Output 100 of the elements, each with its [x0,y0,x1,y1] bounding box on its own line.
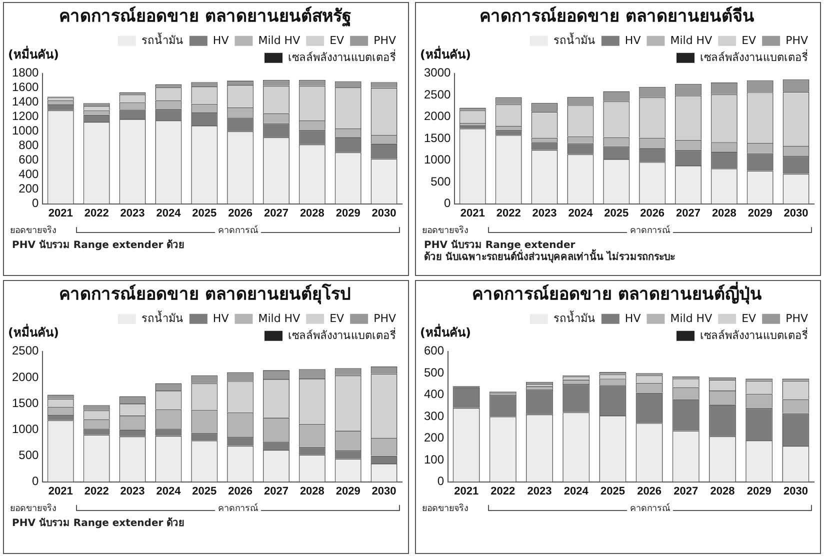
y-tick-label: 500 [430,174,452,188]
legend-label: เซลล์พลังงานแบตเตอรี่ [288,48,396,64]
y-tick-label: 0 [444,196,452,210]
x-tick-label: 2027 [264,207,288,220]
x-tick-label: 2023 [120,207,145,220]
x-tick-label: 2028 [710,485,735,498]
x-tick-label: 2027 [676,207,700,220]
x-tick-label: 2025 [600,485,625,498]
chart-title: คาดการณ์ยอดขาย ตลาดยานยนต์สหรัฐ [59,6,351,28]
x-tick-label: 2030 [372,485,396,498]
x-tick-label: 2023 [532,207,557,220]
x-tick-label: 2026 [637,485,662,498]
x-tick-label: 2021 [460,207,485,220]
legend-label: EV [330,312,345,325]
text: คาดการณ์ [627,504,673,514]
y-tick-label: 400 [424,387,444,402]
y-tick-label: 0 [437,474,444,488]
legend-label: เซลล์พลังงานแบตเตอรี่ [700,326,808,342]
x-tick-label: 2026 [640,207,665,220]
y-tick-label: 3000 [424,66,452,80]
legend-label: HV [624,312,642,325]
y-tick-label: 1400 [12,94,40,109]
legend-label: รถน้ำมัน [553,310,596,325]
text: ยอดขายจริง [10,224,56,237]
text: PHV นับรวม Range extender [424,240,576,251]
y-tick-label: 1500 [12,396,40,410]
y-tick-label: 1000 [12,422,40,436]
legend-label: รถน้ำมัน [553,32,596,47]
x-tick-label: 2027 [674,485,698,498]
y-tick-label: 1000 [12,124,40,138]
y-axis-title: (หมื่นคัน) [8,46,59,62]
legend-label: เซลล์พลังงานแบตเตอรี่ [288,326,396,342]
x-tick-label: 2025 [192,207,217,220]
y-axis-title: (หมื่นคัน) [420,324,471,340]
legend-label: เซลล์พลังงานแบตเตอรี่ [700,48,808,64]
y-tick-label: 300 [424,408,444,423]
y-tick-label: 1000 [424,152,452,167]
x-tick-label: 2029 [748,207,772,220]
text: คาดการณ์ [215,226,261,236]
legend-label: PHV [786,312,808,325]
y-tick-label: 2500 [12,344,40,358]
x-tick-label: 2023 [120,485,145,498]
text: PHV นับรวม Range extender ด้วย [12,518,185,530]
legend-label: EV [742,312,757,325]
x-tick-label: 2028 [300,207,324,220]
y-tick-label: 1200 [12,109,40,124]
x-tick-label: 2030 [784,207,808,220]
x-tick-label: 2029 [746,485,772,498]
x-tick-label: 2029 [336,485,360,498]
x-tick-label: 2030 [783,485,808,498]
text: คาดการณ์ [215,504,261,514]
text: ยอดขายจริง [422,502,468,515]
y-axis-title: (หมื่นคัน) [8,324,59,340]
legend-label: Mild HV [258,312,301,325]
legend-label: PHV [374,34,396,47]
text: คาดการณ์ [627,226,673,236]
y-tick-label: 0 [32,474,40,488]
x-tick-label: 2025 [604,207,629,220]
x-tick-label: 2024 [156,207,182,220]
x-tick-label: 2028 [712,207,736,220]
x-tick-label: 2028 [300,485,324,498]
x-tick-label: 2023 [527,485,552,498]
text: ยอดขายจริง [10,502,56,515]
chart-title: คาดการณ์ยอดขาย ตลาดยานยนต์ยุโรป [59,284,351,305]
x-tick-label: 2022 [496,207,521,220]
x-tick-label: 2021 [48,485,73,498]
x-tick-label: 2029 [336,207,360,220]
y-tick-label: 1600 [12,80,40,94]
y-tick-label: 200 [424,430,444,445]
y-tick-label: 1500 [424,130,452,145]
text: PHV นับรวม Range extender ด้วย [12,240,185,252]
x-tick-label: 2027 [264,485,288,498]
y-tick-label: 400 [18,167,40,182]
x-tick-label: 2022 [84,485,109,498]
legend-label: HV [212,34,230,47]
y-axis-title: (หมื่นคัน) [420,46,471,62]
y-tick-label: 2500 [424,87,452,102]
y-tick-label: 600 [18,152,40,167]
y-tick-label: 1800 [12,66,40,80]
legend-label: Mild HV [258,34,301,47]
y-tick-label: 2000 [424,109,452,124]
text: ยอดขายจริง [422,224,468,237]
y-tick-label: 0 [32,196,40,210]
legend-label: HV [212,312,230,325]
legend-label: รถน้ำมัน [141,32,184,47]
x-tick-label: 2021 [454,485,479,498]
legend-label: Mild HV [670,34,713,47]
x-tick-label: 2022 [490,485,516,498]
y-tick-label: 500 [18,448,40,462]
legend-label: รถน้ำมัน [141,310,184,325]
y-tick-label: 2000 [12,370,40,384]
y-tick-label: 200 [18,182,40,196]
legend-label: PHV [374,312,396,325]
x-tick-label: 2024 [156,485,182,498]
legend-label: Mild HV [670,312,713,325]
y-tick-label: 600 [424,344,444,358]
x-tick-label: 2024 [564,485,590,498]
x-tick-label: 2026 [228,207,253,220]
chart-title: คาดการณ์ยอดขาย ตลาดยานยนต์ญี่ปุ่น [472,282,762,305]
x-tick-label: 2026 [228,485,253,498]
